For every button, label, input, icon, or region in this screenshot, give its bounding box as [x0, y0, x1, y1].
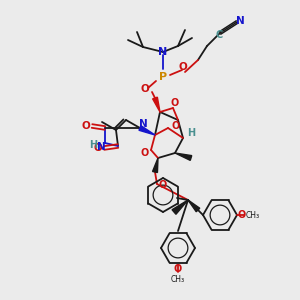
Text: O: O [178, 62, 188, 72]
Text: N: N [158, 47, 168, 57]
Polygon shape [153, 97, 160, 112]
Text: N: N [97, 142, 105, 152]
Text: C: C [215, 30, 223, 40]
Text: CH₃: CH₃ [171, 275, 185, 284]
Text: O: O [174, 264, 182, 274]
Text: O: O [82, 121, 90, 131]
Text: CH₃: CH₃ [246, 211, 260, 220]
Text: N: N [236, 16, 244, 26]
Text: O: O [172, 121, 180, 131]
Text: O: O [94, 143, 102, 153]
Text: O: O [141, 148, 149, 158]
Text: H: H [187, 128, 195, 138]
Polygon shape [175, 153, 192, 160]
Text: H: H [89, 140, 97, 150]
Text: P: P [159, 72, 167, 82]
Text: O: O [141, 84, 149, 94]
Text: N: N [139, 119, 147, 129]
Text: O: O [159, 180, 167, 190]
Polygon shape [172, 200, 188, 214]
Polygon shape [153, 158, 158, 172]
Text: O: O [238, 210, 246, 220]
Polygon shape [139, 126, 155, 135]
Polygon shape [188, 200, 200, 212]
Text: O: O [171, 98, 179, 108]
